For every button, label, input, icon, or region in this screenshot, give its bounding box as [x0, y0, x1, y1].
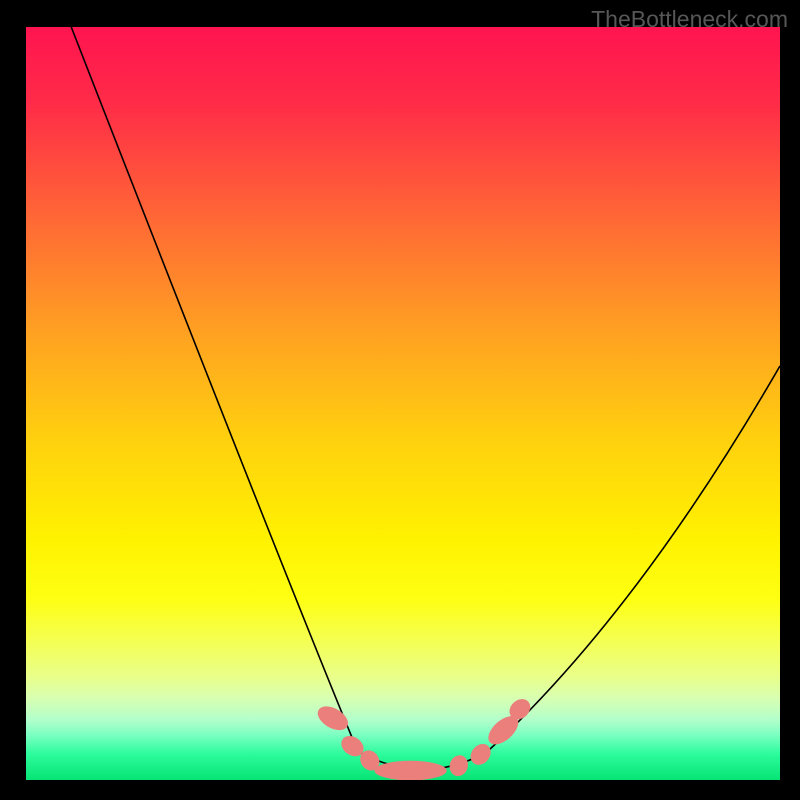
bottleneck-curve [71, 27, 780, 770]
marker-group [314, 695, 535, 780]
watermark-text: TheBottleneck.com [591, 6, 788, 33]
frame-left [0, 0, 26, 800]
frame-right [780, 0, 800, 800]
curve-marker [374, 761, 446, 780]
plot-area [26, 27, 780, 780]
curve-layer [26, 27, 780, 780]
frame-bottom [0, 780, 800, 800]
curve-marker [466, 740, 494, 769]
curve-marker [447, 753, 471, 779]
curve-marker [314, 701, 352, 735]
